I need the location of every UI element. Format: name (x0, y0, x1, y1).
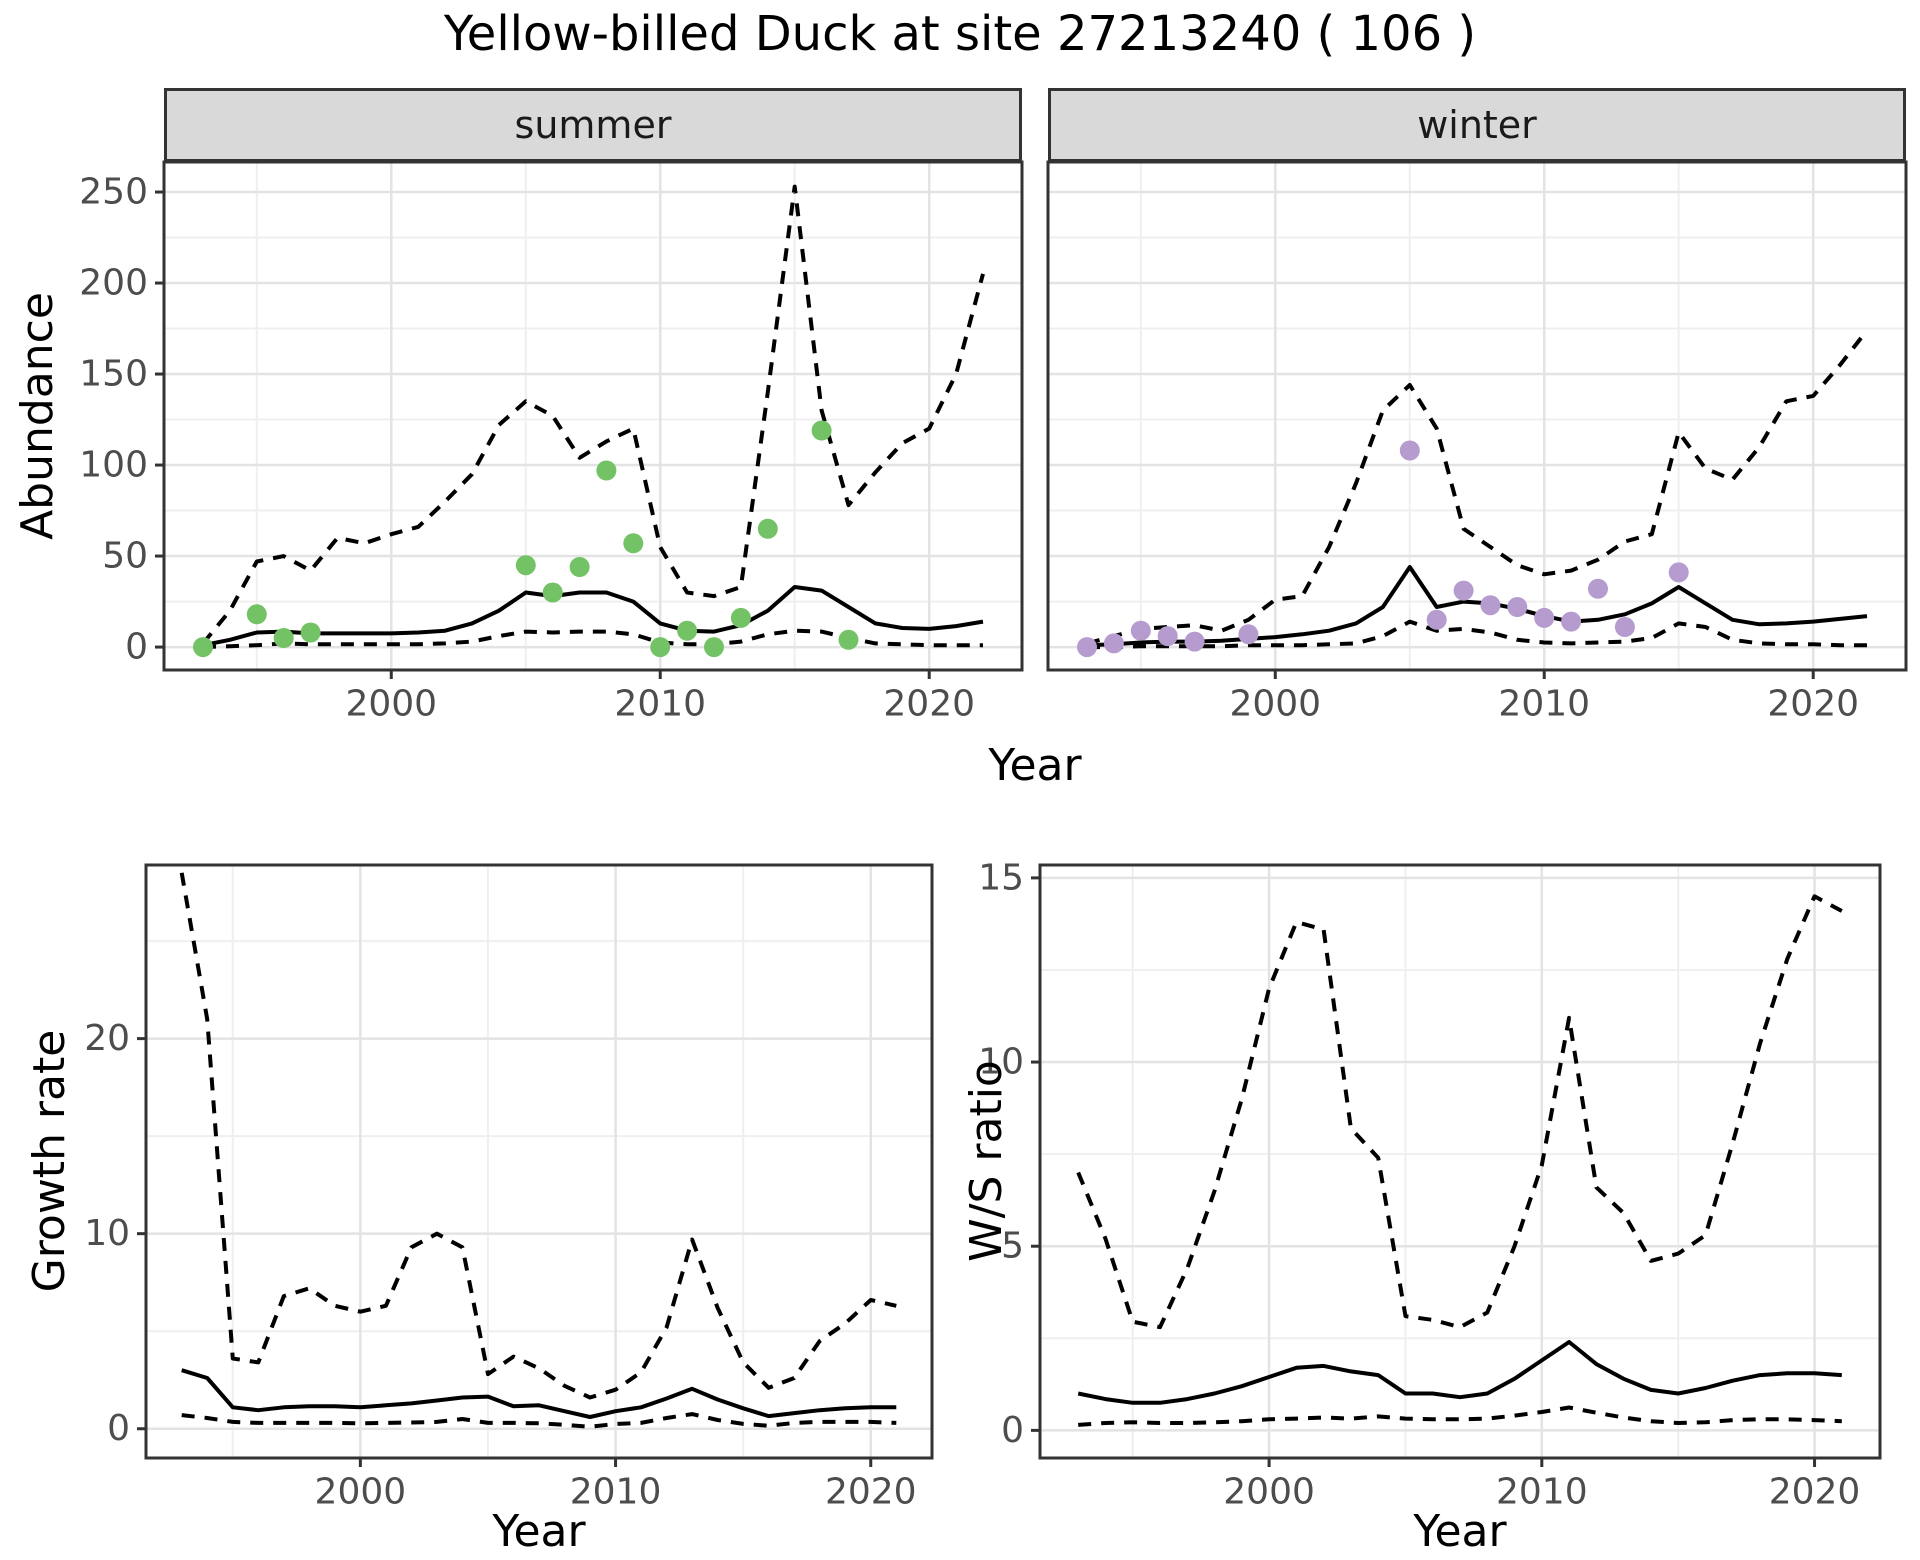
abundance-winter-median-fit-line (1086, 565, 1868, 648)
growth-rate-upper-95ci-line (179, 872, 897, 1400)
abundance-summer-observed-point (704, 637, 724, 658)
ws-ratio-panel-background (1040, 865, 1880, 1458)
growth-rate-median-fit-line (181, 1368, 897, 1419)
growth-rate-y-tick-label: 0 (107, 1408, 130, 1449)
y-axis-title-abundance: Abundance (12, 292, 63, 540)
ws-ratio-lower-95ci-line (1078, 1405, 1842, 1427)
ws-ratio-x-tick-label: 2000 (1223, 1472, 1315, 1513)
ws-ratio-y-tick-label: 0 (1001, 1410, 1024, 1451)
abundance-winter-panel-background (1048, 162, 1906, 670)
abundance-summer-panel-border (162, 160, 1024, 672)
abundance-winter-observed-point (1184, 631, 1205, 652)
abundance-summer-observed-point (569, 557, 590, 577)
abundance-summer-y-tick-label: 100 (79, 445, 148, 486)
growth-rate-x-tick-label: 2010 (570, 1472, 662, 1513)
abundance-summer-observed-point (757, 518, 778, 539)
growth-rate-y-tick-label: 20 (84, 1018, 130, 1059)
abundance-summer-y-tick-label: 0 (125, 627, 148, 668)
ws-ratio-x-tick-label: 2020 (1769, 1472, 1861, 1513)
abundance-winter-x-tick-label: 2020 (1767, 684, 1859, 725)
facet-strip-summer: summer (164, 88, 1022, 162)
growth-rate-x-tick-label: 2000 (315, 1472, 407, 1513)
abundance-winter-observed-point (1561, 611, 1582, 632)
abundance-summer-panel: 2000 2010 2020 0 50 100 150 200 250 (79, 160, 1024, 725)
ws-ratio-median-fit-line (1077, 1340, 1842, 1405)
abundance-summer-median-fit-line (202, 585, 984, 648)
abundance-summer-observed-point (246, 604, 267, 625)
abundance-winter-observed-point (1077, 637, 1097, 658)
abundance-winter-observed-point (1130, 620, 1151, 641)
abundance-summer-y-tick-label: 200 (79, 263, 148, 304)
abundance-summer-x-tick-label: 2010 (614, 684, 706, 725)
abundance-summer-panel-background (164, 162, 1022, 670)
x-axis-title-year-ws: Year (1413, 1506, 1507, 1557)
abundance-summer-observed-point (730, 607, 751, 628)
abundance-summer-observed-point (650, 637, 671, 658)
ws-ratio-upper-95ci-line (1076, 894, 1843, 1330)
abundance-winter-observed-point (1103, 633, 1124, 654)
growth-rate-panel-background (146, 865, 932, 1458)
abundance-summer-observed-point (811, 420, 832, 441)
abundance-summer-observed-point (515, 555, 536, 576)
y-axis-title-ws-ratio: W/S ratio (961, 1060, 1012, 1262)
abundance-summer-observed-point (596, 460, 617, 481)
ws-ratio-y-tick-label: 15 (978, 857, 1024, 898)
growth-rate-panel: 2000 2010 2020 0 10 20 (84, 863, 934, 1513)
ws-ratio-panel: 2000 2010 2020 0 5 10 15 (978, 857, 1882, 1513)
x-axis-title-year-top: Year (988, 740, 1082, 791)
abundance-winter-x-tick-label: 2000 (1229, 684, 1321, 725)
growth-rate-panel-border (144, 863, 934, 1460)
ws-ratio-panel-border (1038, 863, 1882, 1460)
abundance-summer-y-tick-label: 150 (79, 354, 148, 395)
abundance-summer-observed-point (193, 637, 213, 658)
abundance-winter-observed-point (1668, 562, 1689, 583)
abundance-winter-observed-point (1426, 609, 1447, 630)
abundance-winter-x-tick-label: 2010 (1498, 684, 1590, 725)
abundance-winter-observed-point (1507, 597, 1528, 617)
abundance-winter-observed-point (1480, 595, 1501, 616)
facet-strip-summer-label: summer (514, 103, 672, 147)
growth-rate-x-tick-label: 2020 (825, 1472, 917, 1513)
abundance-summer-observed-point (542, 582, 563, 603)
abundance-winter-observed-point (1399, 440, 1420, 461)
y-axis-title-growth-rate: Growth rate (24, 1029, 75, 1293)
abundance-summer-y-tick-label: 50 (102, 536, 148, 577)
abundance-summer-observed-point (623, 533, 644, 554)
plot-title: Yellow-billed Duck at site 27213240 ( 10… (443, 6, 1477, 62)
abundance-summer-observed-point (273, 628, 294, 648)
ws-ratio-y-tick-label: 5 (1001, 1226, 1024, 1267)
abundance-summer-x-tick-label: 2000 (345, 684, 437, 725)
abundance-winter-observed-point (1157, 626, 1178, 647)
growth-rate-lower-95ci-line (181, 1412, 897, 1429)
abundance-winter-lower-95ci-line (1087, 619, 1867, 650)
growth-rate-y-tick-label: 10 (84, 1213, 130, 1254)
abundance-summer-observed-point (838, 629, 859, 650)
facet-strip-winter-label: winter (1417, 103, 1537, 147)
abundance-winter-observed-point (1614, 617, 1635, 637)
ws-ratio-y-tick-label: 10 (978, 1042, 1024, 1083)
abundance-winter-observed-point (1453, 580, 1474, 601)
abundance-winter-observed-point (1534, 607, 1555, 628)
abundance-winter-upper-95ci-line (1086, 329, 1869, 646)
ws-ratio-x-tick-label: 2010 (1496, 1472, 1588, 1513)
abundance-summer-observed-point (300, 622, 321, 643)
abundance-winter-observed-point (1238, 624, 1259, 645)
abundance-winter-panel-border (1046, 160, 1908, 672)
abundance-summer-observed-point (677, 620, 698, 641)
x-axis-title-year-growth: Year (492, 1506, 586, 1557)
abundance-winter-panel: 2000 2010 2020 (1046, 160, 1908, 725)
facet-strip-winter: winter (1048, 88, 1906, 162)
abundance-summer-upper-95ci-line (201, 184, 985, 645)
abundance-summer-y-tick-label: 250 (79, 172, 148, 213)
abundance-summer-x-tick-label: 2020 (883, 684, 975, 725)
abundance-winter-observed-point (1588, 578, 1608, 599)
